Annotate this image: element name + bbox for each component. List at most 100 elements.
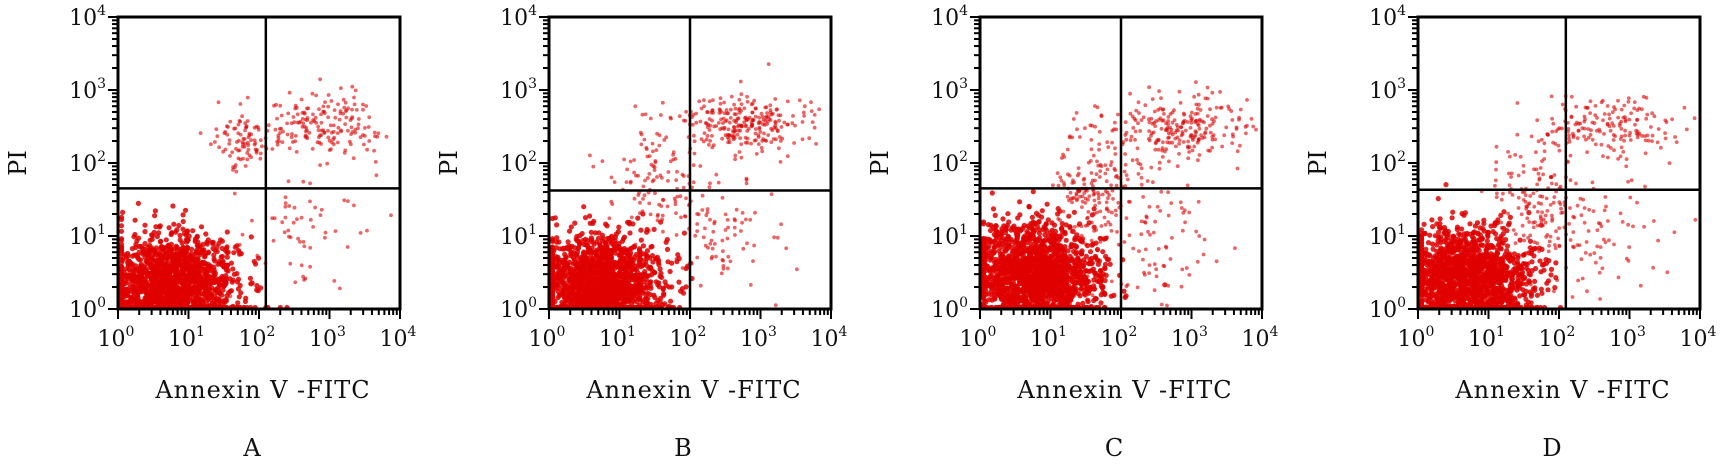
- data-point: [256, 125, 260, 130]
- data-point: [698, 283, 703, 288]
- data-point: [329, 99, 334, 103]
- y-tick-label-base: 10: [500, 152, 528, 177]
- x-tick-label-exponent: 4: [839, 324, 848, 340]
- data-point: [700, 208, 705, 212]
- x-tick-label-exponent: 0: [557, 324, 566, 340]
- data-point: [358, 231, 363, 235]
- data-point: [293, 280, 298, 285]
- data-point: [183, 264, 189, 270]
- data-point: [653, 256, 659, 262]
- data-point: [260, 144, 264, 149]
- data-point: [146, 255, 152, 261]
- data-point: [720, 195, 725, 200]
- data-point: [648, 116, 653, 121]
- data-point: [640, 112, 645, 117]
- data-point: [365, 228, 369, 233]
- data-point: [328, 123, 333, 128]
- data-point: [647, 154, 652, 159]
- data-point: [600, 275, 606, 281]
- data-point: [790, 121, 795, 126]
- data-point: [550, 286, 556, 292]
- y-tick-label-exponent: 1: [97, 222, 106, 238]
- data-point: [635, 289, 641, 295]
- data-point: [725, 218, 730, 222]
- data-point: [773, 123, 778, 128]
- data-point: [293, 106, 298, 111]
- data-point: [163, 237, 169, 243]
- data-point: [163, 250, 169, 256]
- y-tick-label: 103: [500, 76, 537, 104]
- data-point: [714, 254, 718, 259]
- data-point: [238, 132, 243, 137]
- data-point: [560, 246, 566, 252]
- data-point: [721, 264, 726, 268]
- data-point: [743, 115, 748, 120]
- data-point: [335, 131, 340, 136]
- data-point: [620, 295, 627, 301]
- data-point: [692, 151, 697, 156]
- data-point: [736, 116, 741, 121]
- data-point: [188, 246, 195, 252]
- data-point: [753, 127, 758, 131]
- y-tick-label-exponent: 2: [528, 149, 537, 165]
- data-point: [226, 125, 230, 129]
- data-point: [709, 238, 714, 243]
- data-point: [622, 250, 628, 256]
- x-tick-label-base: 10: [98, 327, 126, 352]
- data-point: [660, 100, 665, 105]
- data-point: [652, 294, 658, 301]
- data-point: [162, 274, 168, 280]
- data-point: [298, 240, 302, 244]
- x-tick-label-base: 10: [599, 327, 627, 352]
- data-point: [725, 266, 730, 271]
- data-point: [322, 109, 326, 114]
- data-point: [614, 281, 620, 287]
- y-tick-label-base: 10: [69, 6, 97, 31]
- data-point: [648, 244, 654, 250]
- population-late: [245, 77, 389, 168]
- data-point: [744, 178, 749, 182]
- data-point: [609, 199, 614, 204]
- data-point: [663, 239, 669, 245]
- data-point: [608, 235, 614, 241]
- data-point: [768, 103, 773, 108]
- data-point: [587, 270, 593, 276]
- data-point: [674, 211, 678, 216]
- data-point: [571, 283, 577, 289]
- population-live: [549, 204, 695, 311]
- data-point: [549, 300, 556, 306]
- data-point: [609, 175, 614, 180]
- data-point: [254, 149, 259, 154]
- data-point: [216, 100, 221, 105]
- data-point: [750, 101, 755, 106]
- data-point: [737, 106, 742, 111]
- data-point: [278, 103, 283, 108]
- data-point: [725, 111, 730, 116]
- data-point: [705, 207, 710, 211]
- data-point: [354, 108, 359, 112]
- data-point: [214, 288, 220, 294]
- data-point: [695, 229, 700, 234]
- data-point: [554, 235, 560, 241]
- data-point: [679, 215, 683, 220]
- data-point: [339, 128, 343, 133]
- data-point: [342, 198, 347, 203]
- data-point: [283, 195, 288, 200]
- data-point: [707, 185, 712, 190]
- data-point: [345, 245, 350, 249]
- data-point: [236, 294, 242, 300]
- data-point: [616, 252, 622, 258]
- data-point: [301, 274, 305, 279]
- data-point: [636, 247, 643, 253]
- data-point: [740, 211, 745, 215]
- data-point: [765, 111, 769, 115]
- data-point: [316, 124, 320, 129]
- data-point: [238, 119, 243, 124]
- data-point: [622, 157, 626, 162]
- data-point: [761, 137, 766, 141]
- data-point: [118, 302, 125, 308]
- data-point: [718, 101, 723, 106]
- data-point: [1087, 249, 1094, 255]
- data-point: [647, 201, 652, 206]
